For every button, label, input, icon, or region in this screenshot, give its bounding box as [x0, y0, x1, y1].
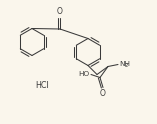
- Text: NH: NH: [119, 61, 130, 66]
- Text: HO: HO: [78, 72, 89, 78]
- Text: HCl: HCl: [35, 81, 49, 91]
- Text: O: O: [57, 7, 63, 16]
- Text: O: O: [100, 90, 106, 98]
- Text: 2: 2: [125, 63, 128, 68]
